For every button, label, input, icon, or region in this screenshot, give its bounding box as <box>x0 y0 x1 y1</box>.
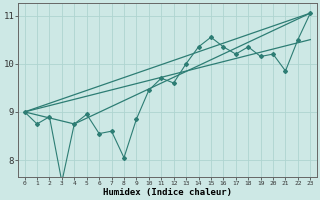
X-axis label: Humidex (Indice chaleur): Humidex (Indice chaleur) <box>103 188 232 197</box>
